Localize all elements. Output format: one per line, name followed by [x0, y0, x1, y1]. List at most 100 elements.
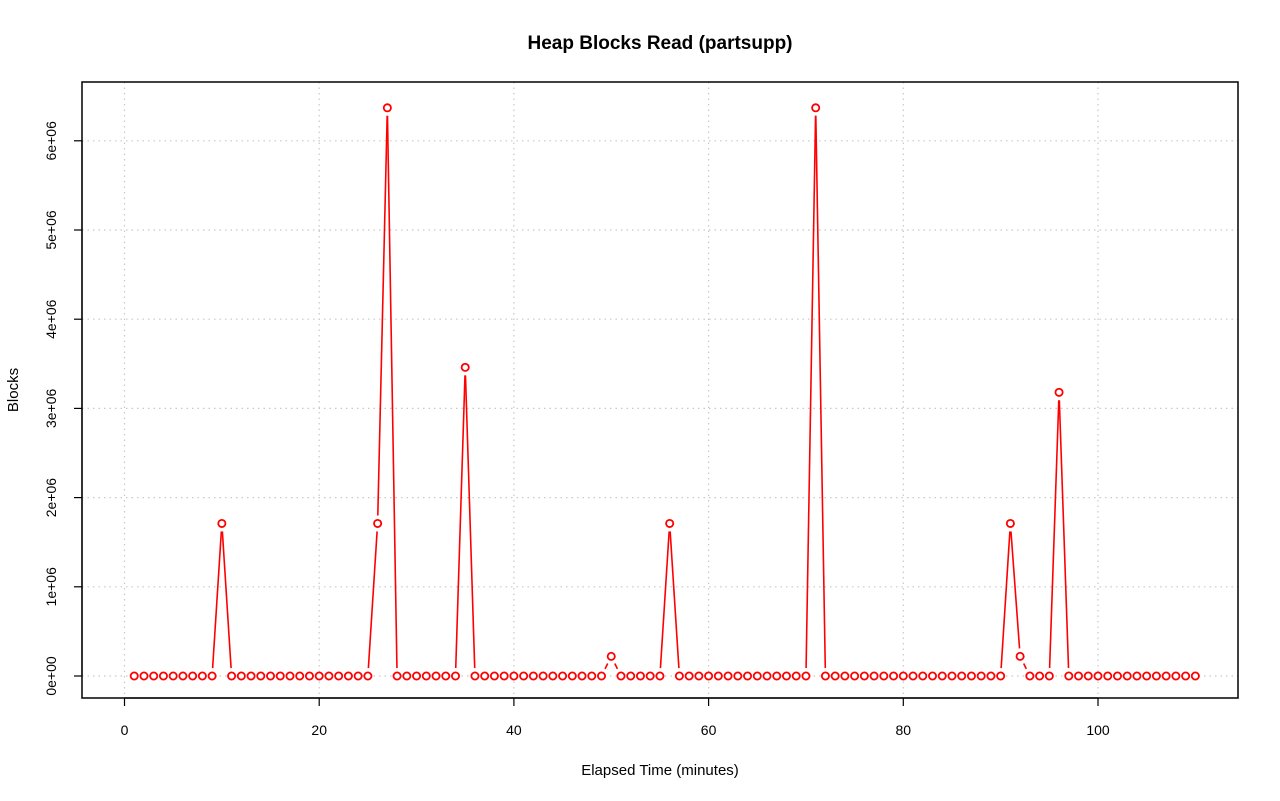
data-point: [217, 518, 227, 528]
data-point: [694, 671, 704, 681]
data-point: [1005, 518, 1015, 528]
series-segment: [815, 115, 827, 669]
data-point: [314, 671, 324, 681]
data-point: [577, 671, 587, 681]
data-point: [246, 671, 256, 681]
data-point: [236, 671, 246, 681]
data-point: [256, 671, 266, 681]
chart-title: Heap Blocks Read (partsupp): [528, 33, 793, 54]
data-point: [635, 671, 645, 681]
data-point: [898, 671, 908, 681]
x-tick-label: 100: [1086, 722, 1110, 738]
data-point: [421, 671, 431, 681]
data-point: [528, 671, 538, 681]
data-point: [947, 671, 957, 681]
x-tick-label: 0: [121, 722, 129, 738]
series-segment: [376, 115, 388, 516]
data-point: [266, 671, 276, 681]
x-axis-label: Elapsed Time (minutes): [581, 762, 739, 779]
data-point: [460, 362, 470, 372]
y-tick-label: 1e+06: [43, 567, 59, 607]
data-point: [966, 671, 976, 681]
series-segment: [1010, 531, 1021, 649]
data-point: [1093, 671, 1103, 681]
data-point: [295, 671, 305, 681]
data-point: [733, 671, 743, 681]
data-point: [197, 671, 207, 681]
series-segment: [614, 663, 619, 670]
data-point: [470, 671, 480, 681]
data-point: [723, 671, 733, 681]
data-point: [1074, 671, 1084, 681]
data-point: [781, 671, 791, 681]
data-point: [928, 671, 938, 681]
series-segment: [805, 115, 817, 669]
data-point: [655, 671, 665, 681]
data-point: [519, 671, 529, 681]
series-segment: [211, 531, 223, 669]
data-point: [489, 671, 499, 681]
data-point: [1190, 671, 1200, 681]
data-point: [704, 671, 714, 681]
data-point: [343, 671, 353, 681]
data-point: [1181, 671, 1191, 681]
data-point: [548, 671, 558, 681]
series-segment: [1048, 400, 1060, 669]
data-point: [587, 671, 597, 681]
data-point: [801, 671, 811, 681]
series-segment: [1058, 400, 1070, 669]
data-point: [324, 671, 334, 681]
data-point: [1161, 671, 1171, 681]
data-point: [1054, 387, 1064, 397]
series-segment: [386, 115, 398, 669]
data-point: [713, 671, 723, 681]
data-point: [752, 671, 762, 681]
data-point: [674, 671, 684, 681]
data-point: [1151, 671, 1161, 681]
data-point: [567, 671, 577, 681]
series-segment: [1000, 531, 1011, 669]
data-point: [879, 671, 889, 681]
data-point: [139, 671, 149, 681]
data-point: [762, 671, 772, 681]
data-point: [976, 671, 986, 681]
series-segment: [221, 531, 232, 669]
data-point: [558, 671, 568, 681]
data-point: [840, 671, 850, 681]
y-tick-label: 3e+06: [43, 389, 59, 429]
data-point: [830, 671, 840, 681]
y-tick-label: 2e+06: [43, 478, 59, 518]
data-point: [304, 671, 314, 681]
data-point: [402, 671, 412, 681]
data-point: [207, 671, 217, 681]
data-point: [1035, 671, 1045, 681]
y-axis: 0e+00 1e+06 2e+06 3e+06 4e+06 5e+06 6e+06: [43, 121, 83, 696]
data-point: [918, 671, 928, 681]
data-point: [869, 671, 879, 681]
data-point: [889, 671, 899, 681]
x-tick-label: 80: [896, 722, 912, 738]
data-point: [1112, 671, 1122, 681]
data-point: [363, 671, 373, 681]
data-point: [1025, 671, 1035, 681]
plot-frame: [81, 81, 1239, 699]
data-point: [1015, 651, 1025, 661]
series-points: [129, 103, 1200, 681]
data-point: [149, 671, 159, 681]
series-line: [211, 115, 1070, 670]
data-point: [937, 671, 947, 681]
x-tick-label: 20: [311, 722, 327, 738]
data-point: [820, 671, 830, 681]
data-point: [772, 671, 782, 681]
y-tick-label: 5e+06: [43, 210, 59, 250]
data-point: [353, 671, 363, 681]
data-point: [606, 651, 616, 661]
data-point: [1044, 671, 1054, 681]
series-segment: [604, 663, 609, 670]
data-point: [441, 671, 451, 681]
data-point: [626, 671, 636, 681]
series-segment: [367, 531, 378, 669]
data-point: [382, 103, 392, 113]
data-point: [908, 671, 918, 681]
data-point: [188, 671, 198, 681]
